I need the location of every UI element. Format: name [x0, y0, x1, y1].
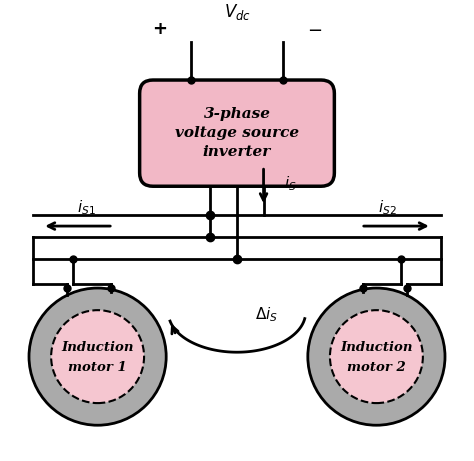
Text: motor 1: motor 1 — [68, 361, 127, 374]
Text: Induction: Induction — [340, 341, 413, 354]
Text: 3-phase: 3-phase — [203, 107, 271, 121]
Circle shape — [330, 310, 423, 403]
Circle shape — [51, 310, 144, 403]
Text: +: + — [152, 20, 167, 38]
Text: $-$: $-$ — [307, 20, 322, 38]
Text: $i_{S2}$: $i_{S2}$ — [378, 199, 397, 217]
Text: motor 2: motor 2 — [347, 361, 406, 374]
FancyBboxPatch shape — [140, 80, 334, 186]
Circle shape — [308, 288, 445, 425]
Text: $i_{S1}$: $i_{S1}$ — [77, 199, 96, 217]
Text: $i_S$: $i_S$ — [284, 175, 296, 193]
Text: $\Delta i_S$: $\Delta i_S$ — [255, 305, 278, 324]
Circle shape — [29, 288, 166, 425]
Text: $V_{dc}$: $V_{dc}$ — [224, 2, 250, 23]
Text: inverter: inverter — [203, 145, 271, 159]
Text: voltage source: voltage source — [175, 126, 299, 140]
Text: Induction: Induction — [61, 341, 134, 354]
